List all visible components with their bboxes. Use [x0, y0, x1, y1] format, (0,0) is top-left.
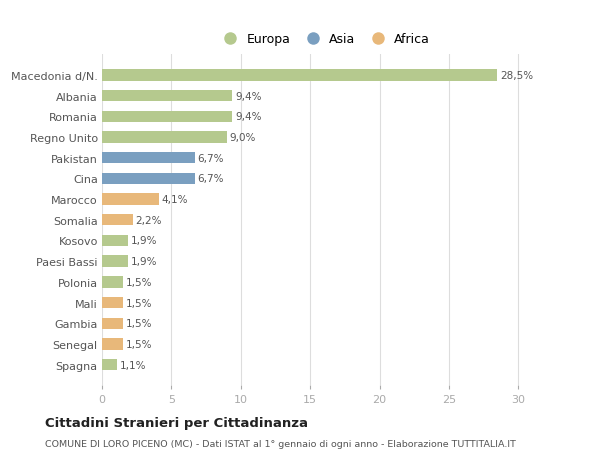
Bar	[102, 70, 497, 81]
Bar	[102, 194, 159, 205]
Text: 1,9%: 1,9%	[131, 257, 158, 267]
Text: 1,9%: 1,9%	[131, 236, 158, 246]
Bar	[102, 297, 123, 308]
Text: 6,7%: 6,7%	[198, 153, 224, 163]
Bar	[102, 277, 123, 288]
Bar	[102, 256, 128, 267]
Text: 4,1%: 4,1%	[161, 195, 188, 205]
Bar	[102, 235, 128, 246]
Text: 9,0%: 9,0%	[230, 133, 256, 143]
Bar	[102, 339, 123, 350]
Text: 1,5%: 1,5%	[125, 339, 152, 349]
Text: 1,5%: 1,5%	[125, 298, 152, 308]
Text: 9,4%: 9,4%	[235, 91, 262, 101]
Bar	[102, 112, 232, 123]
Text: 28,5%: 28,5%	[500, 71, 533, 81]
Text: 2,2%: 2,2%	[136, 215, 162, 225]
Bar	[102, 215, 133, 226]
Text: 9,4%: 9,4%	[235, 112, 262, 122]
Bar	[102, 132, 227, 143]
Text: COMUNE DI LORO PICENO (MC) - Dati ISTAT al 1° gennaio di ogni anno - Elaborazion: COMUNE DI LORO PICENO (MC) - Dati ISTAT …	[45, 439, 516, 448]
Text: 1,1%: 1,1%	[120, 360, 146, 370]
Bar	[102, 318, 123, 329]
Legend: Europa, Asia, Africa: Europa, Asia, Africa	[213, 28, 435, 51]
Bar	[102, 153, 195, 164]
Text: 1,5%: 1,5%	[125, 319, 152, 329]
Bar	[102, 91, 232, 102]
Bar	[102, 359, 117, 370]
Bar	[102, 174, 195, 185]
Text: 6,7%: 6,7%	[198, 174, 224, 184]
Text: Cittadini Stranieri per Cittadinanza: Cittadini Stranieri per Cittadinanza	[45, 416, 308, 429]
Text: 1,5%: 1,5%	[125, 277, 152, 287]
